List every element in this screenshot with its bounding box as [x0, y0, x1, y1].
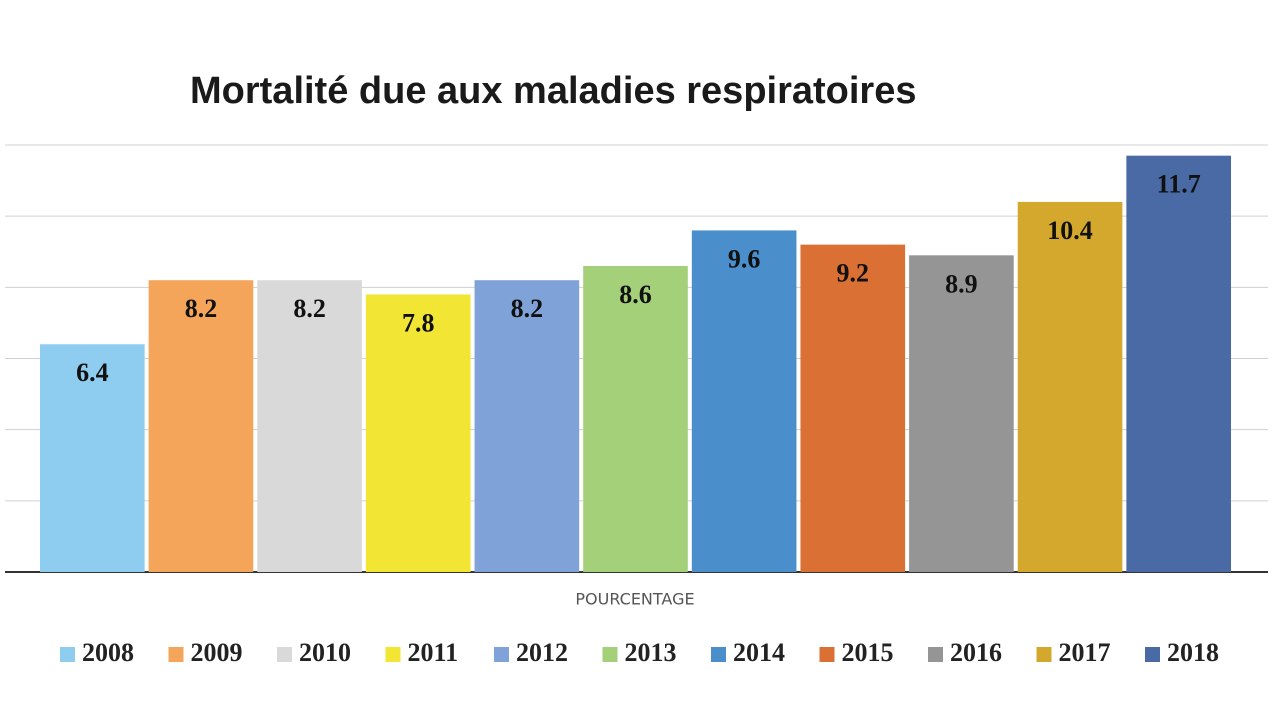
legend-swatch	[1145, 647, 1160, 662]
legend-label: 2013	[625, 638, 677, 667]
data-label: 8.2	[185, 294, 218, 323]
data-label: 6.4	[76, 358, 109, 387]
legend-label: 2015	[842, 638, 894, 667]
data-label: 9.2	[837, 259, 870, 288]
data-label: 7.8	[402, 308, 435, 337]
legend-swatch	[168, 647, 184, 662]
legend-swatch	[1036, 647, 1052, 662]
bar	[40, 344, 145, 572]
legend-label: 2012	[516, 638, 568, 667]
bar	[365, 294, 471, 572]
legend-swatch	[711, 647, 726, 662]
bar	[909, 255, 1014, 572]
data-label: 8.2	[511, 294, 544, 323]
legend-swatch	[602, 647, 618, 662]
data-label: 10.4	[1047, 216, 1093, 245]
legend-swatch	[277, 647, 292, 662]
legend-label: 2008	[82, 638, 134, 667]
data-label: 8.2	[293, 294, 326, 323]
legend-swatch	[60, 647, 75, 662]
data-label: 8.9	[945, 269, 978, 298]
legend-label: 2014	[733, 638, 785, 667]
data-label: 11.7	[1157, 170, 1201, 199]
legend-label: 2009	[191, 638, 243, 667]
legend-label: 2011	[408, 638, 459, 667]
legend-label: 2010	[299, 638, 351, 667]
x-axis-label: POURCENTAGE	[575, 590, 694, 609]
legend-swatch	[385, 647, 401, 662]
bar	[474, 280, 580, 572]
legend-label: 2018	[1167, 638, 1219, 667]
chart-title: Mortalité due aux maladies respiratoires	[190, 70, 917, 112]
bar	[1017, 201, 1123, 572]
bar	[257, 280, 362, 572]
bar	[800, 244, 906, 572]
legend-swatch	[819, 647, 835, 662]
bar	[583, 265, 688, 572]
data-label: 9.6	[728, 244, 761, 273]
bar	[1126, 155, 1231, 573]
bar	[691, 230, 797, 572]
bar	[148, 280, 254, 572]
legend-label: 2016	[950, 638, 1002, 667]
legend-label: 2017	[1059, 638, 1111, 667]
data-label: 8.6	[619, 280, 652, 309]
legend-swatch	[494, 647, 509, 662]
legend-swatch	[928, 647, 943, 662]
